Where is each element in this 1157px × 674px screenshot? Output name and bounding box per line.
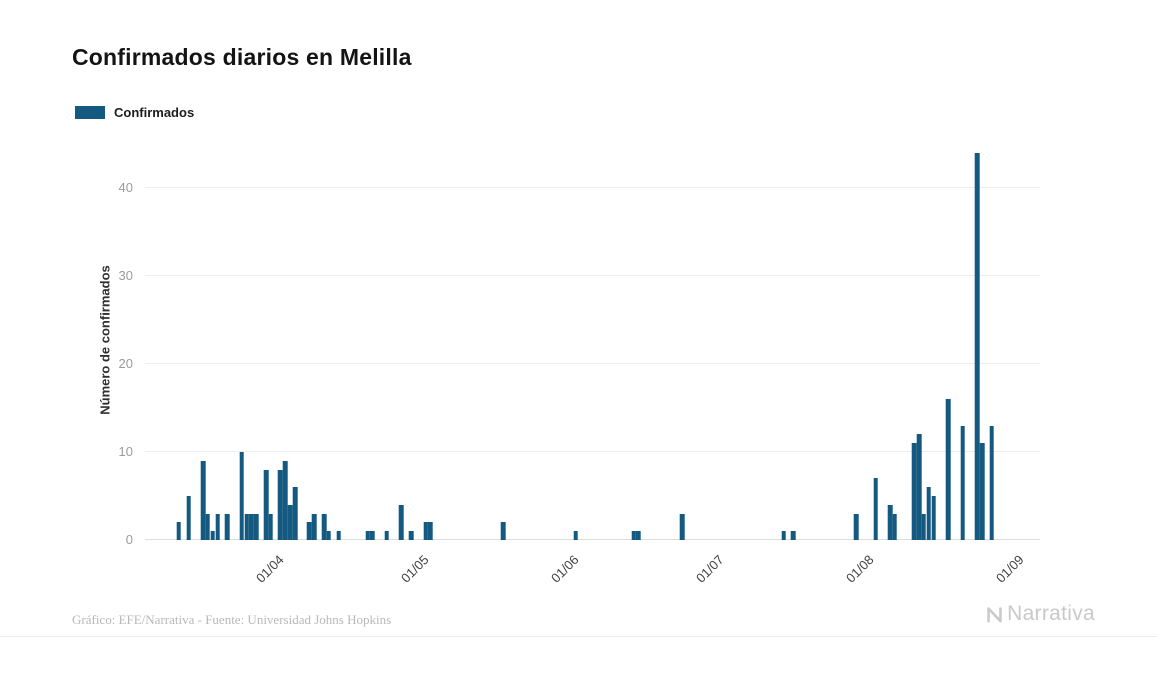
bar — [292, 487, 298, 540]
legend-label-confirmados: Confirmados — [114, 105, 195, 120]
bar — [408, 531, 414, 540]
bar — [215, 513, 220, 540]
y-tick-label: 20 — [118, 356, 133, 372]
bar — [945, 399, 951, 540]
bar — [253, 513, 259, 540]
bar — [278, 469, 283, 540]
bar — [853, 513, 859, 540]
bar — [679, 513, 685, 540]
bar — [892, 513, 898, 540]
bar — [921, 513, 927, 540]
bar — [423, 522, 428, 540]
bar — [428, 522, 433, 540]
narrativa-logo: Narrativa — [985, 602, 1095, 626]
x-tick-label: 01/06 — [547, 552, 582, 586]
narrativa-logo-text: Narrativa — [1007, 602, 1095, 625]
bar — [370, 531, 375, 540]
plot-area — [145, 144, 1040, 540]
bar — [916, 434, 922, 540]
bar — [960, 425, 965, 540]
gridline — [145, 363, 1040, 364]
bar — [205, 513, 211, 540]
bar — [244, 513, 249, 540]
footer-divider — [0, 636, 1157, 637]
bar — [573, 531, 578, 540]
bar — [176, 522, 182, 540]
bar — [931, 496, 936, 540]
bar — [781, 531, 786, 540]
bar — [974, 152, 980, 540]
bar — [268, 513, 274, 540]
y-tick-label: 0 — [125, 532, 133, 547]
bar — [200, 460, 206, 540]
y-tick-label: 30 — [118, 268, 133, 284]
y-axis-ticks: 0 10 20 30 40 — [85, 144, 133, 547]
bar — [926, 487, 932, 540]
bar — [790, 531, 796, 540]
bar — [224, 513, 230, 540]
bar — [500, 522, 506, 540]
bar — [365, 531, 370, 540]
bar — [989, 425, 994, 540]
x-tick-label: 01/05 — [397, 552, 432, 586]
bar — [321, 513, 327, 540]
bar — [887, 504, 893, 540]
x-axis-ticks: 01/04 01/05 01/06 01/07 01/08 01/09 — [145, 544, 1040, 614]
bar — [312, 513, 317, 540]
bar — [210, 531, 216, 540]
source-credit: Gráfico: EFE/Narrativa - Fuente: Univers… — [72, 612, 392, 627]
bar — [399, 504, 404, 540]
y-tick-label: 10 — [118, 444, 133, 460]
bar — [326, 531, 332, 540]
bar — [873, 478, 878, 540]
y-tick-label: 40 — [118, 180, 133, 196]
bar — [186, 496, 191, 540]
chart-title: Confirmados diarios en Melilla — [72, 44, 412, 70]
bar — [239, 452, 245, 540]
gridline — [145, 539, 1040, 540]
narrativa-n-icon — [987, 606, 1002, 622]
x-tick-label: 01/04 — [252, 552, 287, 586]
gridline — [145, 451, 1040, 452]
x-tick-label: 01/08 — [842, 552, 877, 586]
x-tick-label: 01/07 — [692, 552, 727, 586]
legend: Confirmados — [75, 105, 194, 120]
bar — [911, 443, 917, 540]
legend-swatch-confirmados — [75, 106, 105, 119]
gridline — [145, 187, 1040, 188]
bar — [384, 531, 390, 540]
bar — [249, 513, 254, 540]
bar — [307, 522, 312, 540]
bar — [287, 504, 293, 540]
bar — [979, 443, 985, 540]
bar — [631, 531, 636, 540]
bar — [263, 469, 269, 540]
bar — [283, 460, 288, 540]
bar — [336, 531, 341, 540]
gridline — [145, 275, 1040, 277]
bar — [636, 531, 641, 540]
